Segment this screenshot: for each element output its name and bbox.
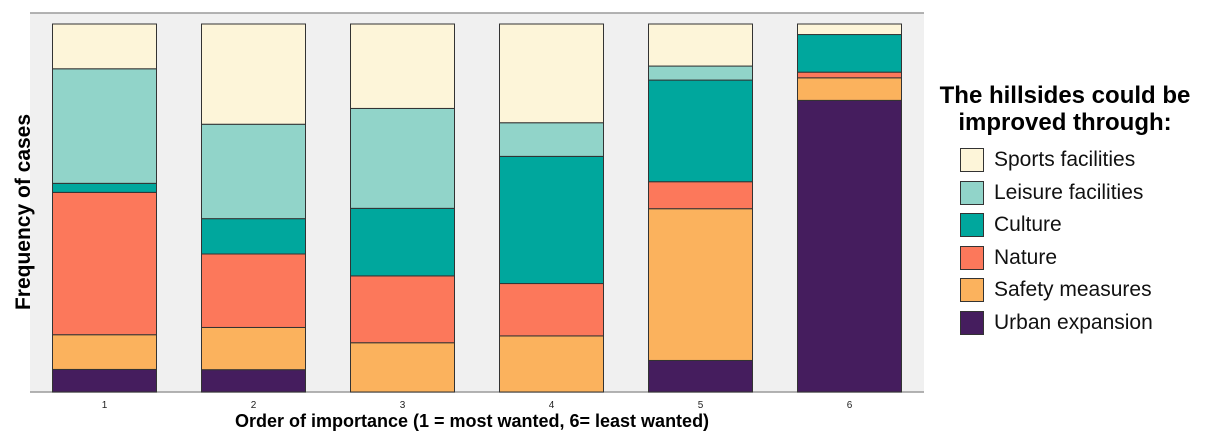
bar-segment-culture-2 — [201, 218, 306, 255]
legend: The hillsides could be improved through:… — [930, 82, 1200, 339]
bar-segment-nature-5 — [648, 181, 753, 210]
bar-segment-leisure-facilities-2 — [201, 123, 306, 220]
legend-label: Sports facilities — [994, 148, 1136, 172]
bar-segment-culture-5 — [648, 79, 753, 183]
bar-segment-nature-1 — [52, 191, 157, 336]
legend-item: Sports facilities — [930, 144, 1200, 177]
bar-segment-safety-measures-2 — [201, 326, 306, 371]
bar-segment-leisure-facilities-3 — [350, 107, 455, 209]
legend-label: Culture — [994, 213, 1062, 237]
x-tick-label: 6 — [847, 400, 853, 411]
legend-item: Culture — [930, 209, 1200, 242]
bar-segment-sports-facilities-3 — [350, 23, 455, 109]
legend-swatch — [960, 278, 984, 303]
bar-segment-leisure-facilities-1 — [52, 68, 157, 184]
x-tick-label: 2 — [251, 400, 257, 411]
x-tick-label: 1 — [102, 400, 108, 411]
bar-segment-safety-measures-6 — [797, 77, 902, 101]
bar-segment-nature-4 — [499, 283, 604, 337]
bar-segment-leisure-facilities-4 — [499, 122, 604, 157]
bar-segment-sports-facilities-2 — [201, 23, 306, 125]
bar-segment-urban-expansion-2 — [201, 369, 306, 393]
bar-segment-safety-measures-3 — [350, 342, 455, 393]
legend-item: Nature — [930, 242, 1200, 275]
legend-item: Safety measures — [930, 274, 1200, 307]
legend-label: Leisure facilities — [994, 180, 1144, 204]
bar-segment-culture-4 — [499, 155, 604, 285]
x-tick-label: 5 — [698, 400, 704, 411]
bar-segment-sports-facilities-5 — [648, 23, 753, 67]
legend-swatch — [960, 180, 984, 205]
legend-items: Sports facilities Leisure facilities Cultu… — [930, 144, 1200, 339]
bar-segment-urban-expansion-5 — [648, 359, 753, 393]
bar-segment-nature-3 — [350, 275, 455, 344]
legend-item: Leisure facilities — [930, 177, 1200, 210]
bar-segment-urban-expansion-1 — [52, 368, 157, 393]
bar-segment-sports-facilities-4 — [499, 23, 604, 124]
bar-segment-leisure-facilities-5 — [648, 65, 753, 81]
bar-segment-nature-2 — [201, 253, 306, 328]
legend-title: The hillsides could be improved through: — [939, 82, 1191, 136]
legend-swatch — [960, 310, 984, 335]
bar-segment-safety-measures-1 — [52, 334, 157, 370]
bar-segment-culture-6 — [797, 34, 902, 73]
x-axis-label: Order of importance (1 = most wanted, 6=… — [235, 411, 709, 431]
legend-label: Urban expansion — [994, 310, 1153, 334]
legend-label: Safety measures — [994, 278, 1152, 302]
bar-segment-safety-measures-5 — [648, 208, 753, 361]
plot-background — [30, 13, 924, 392]
x-tick-label: 4 — [549, 400, 555, 411]
bar-segment-culture-1 — [52, 182, 157, 193]
legend-label: Nature — [994, 245, 1058, 269]
legend-swatch — [960, 148, 984, 173]
x-tick-labels: 1 2 3 4 5 6 — [102, 400, 853, 411]
bar-segment-nature-6 — [797, 71, 902, 79]
y-axis-label: Frequency of cases — [12, 114, 35, 310]
legend-item: Urban expansion — [930, 307, 1200, 340]
legend-swatch — [960, 213, 984, 238]
legend-swatch — [960, 245, 984, 270]
bar-segment-sports-facilities-6 — [797, 23, 902, 36]
bars-group — [52, 23, 902, 393]
bar-segment-safety-measures-4 — [499, 335, 604, 393]
bar-segment-sports-facilities-1 — [52, 23, 157, 70]
bar-segment-urban-expansion-6 — [797, 99, 902, 393]
x-tick-label: 3 — [400, 400, 406, 411]
stacked-bar-chart: 1 2 3 4 5 6 Order of importance (1 = most wan… — [12, 12, 924, 431]
bar-segment-culture-3 — [350, 207, 455, 277]
